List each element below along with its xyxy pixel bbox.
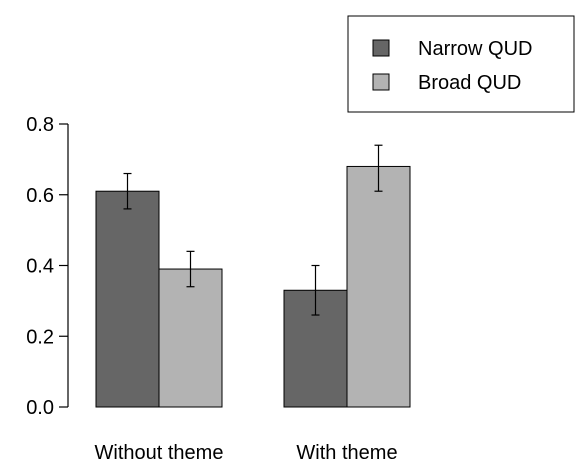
legend: Narrow QUD Broad QUD	[347, 15, 575, 113]
category-labels: Without theme With theme	[95, 442, 398, 464]
error-bar	[374, 144, 383, 192]
legend-box	[347, 15, 575, 113]
y-tick-label: 0.0	[26, 397, 54, 419]
legend-swatch	[372, 39, 390, 57]
bar-broad-without-theme	[158, 268, 223, 408]
error-bar	[186, 250, 195, 288]
bar-broad-with-theme	[346, 165, 411, 408]
y-tick-label: 0.6	[26, 185, 54, 207]
bar-narrow-without-theme	[95, 190, 160, 408]
legend-label: Broad QUD	[418, 72, 521, 94]
legend-label: Narrow QUD	[418, 38, 532, 60]
error-bar	[123, 172, 132, 210]
error-bar	[311, 264, 320, 316]
y-tick-label: 0.8	[26, 114, 54, 136]
category-label: Without theme	[95, 442, 224, 464]
y-tick-label: 0.4	[26, 256, 54, 278]
category-label: With theme	[296, 442, 397, 464]
y-axis: 0.0 0.2 0.4 0.6 0.8	[26, 114, 69, 419]
legend-swatch	[372, 73, 390, 91]
y-tick-label: 0.2	[26, 326, 54, 348]
error-bars	[123, 144, 383, 316]
bars	[95, 165, 411, 408]
